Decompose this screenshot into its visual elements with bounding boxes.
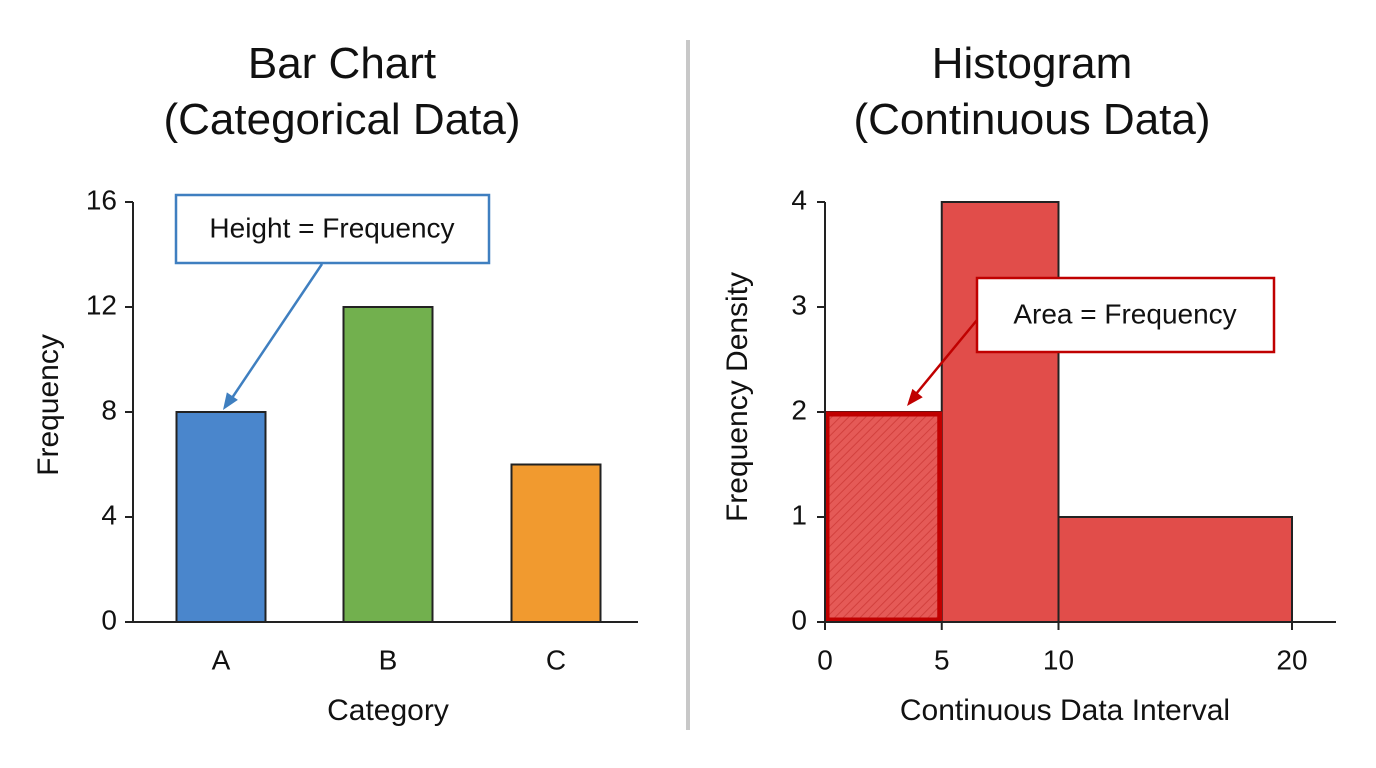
histogram-y-axis-label: Frequency Density [721,272,754,522]
bar-x-tick-label: C [546,644,566,675]
histogram-x-tick-label: 20 [1276,644,1307,675]
bar-annotation-box [174,193,491,265]
histogram-bin-10-20 [1057,516,1293,623]
bar-a [175,411,267,623]
histogram-plot: 0 1 2 3 4 0 5 10 20 Continuous Data Interval Frequ… [721,184,1336,727]
histogram-panel: Histogram (Continuous Data) 0 1 2 3 4 0 5 10 20 C… [688,0,1376,768]
bar-c [510,463,602,623]
bar-y-tick-label: 12 [86,289,117,320]
histogram-y-tick-label: 1 [791,499,807,530]
bar-y-tick-label: 8 [101,394,117,425]
histogram-title: Histogram (Continuous Data) [648,36,1376,148]
histogram-x-tick-label: 5 [934,644,950,675]
bar-b [342,306,434,623]
bar-x-axis-label: Category [327,694,449,727]
histogram-y-tick-label: 4 [791,184,807,215]
histogram-x-axis-label: Continuous Data Interval [900,694,1230,727]
histogram-annotation-arrow [915,319,978,395]
panel-divider [686,40,690,730]
bar-chart-plot: 0 4 8 12 16 A B C Category Frequency Height = Freq… [32,184,638,727]
bar-annotation-arrow [230,263,324,399]
histogram-annotation-text: Area = Frequency [1013,298,1236,329]
histogram-y-tick-label: 0 [791,604,807,635]
bar-x-tick-label: A [212,644,231,675]
bar-y-tick-label: 4 [101,499,117,530]
bar-annotation-text: Height = Frequency [209,212,454,243]
bar-annotation-arrowhead [223,392,238,410]
histogram-title-line-2: (Continuous Data) [853,95,1211,144]
histogram-y-tick-label: 3 [791,289,807,320]
bar-chart-title-line-1: Bar Chart [247,39,437,88]
bar-x-tick-label: B [379,644,398,675]
histogram-y-tick-label: 2 [791,394,807,425]
bar-chart-title: Bar Chart (Categorical Data) [0,36,684,148]
histogram-annotation-box [975,276,1276,354]
histogram-x-tick-label: 0 [817,644,833,675]
bar-y-tick-label: 16 [86,184,117,215]
histogram-bin-5-10 [940,201,1060,623]
histogram-annotation-arrowhead [907,388,923,406]
bar-chart-panel: Bar Chart (Categorical Data) 0 4 8 12 16 A B C C… [0,36,684,727]
bar-y-axis-label: Frequency [32,334,65,476]
bar-chart-title-line-2: (Categorical Data) [163,95,521,144]
histogram-title-line-1: Histogram [931,39,1133,88]
histogram-bin-0-5 [824,411,943,623]
histogram-highlight-outline [824,411,943,623]
bar-y-tick-label: 0 [101,604,117,635]
histogram-x-tick-label: 10 [1043,644,1074,675]
